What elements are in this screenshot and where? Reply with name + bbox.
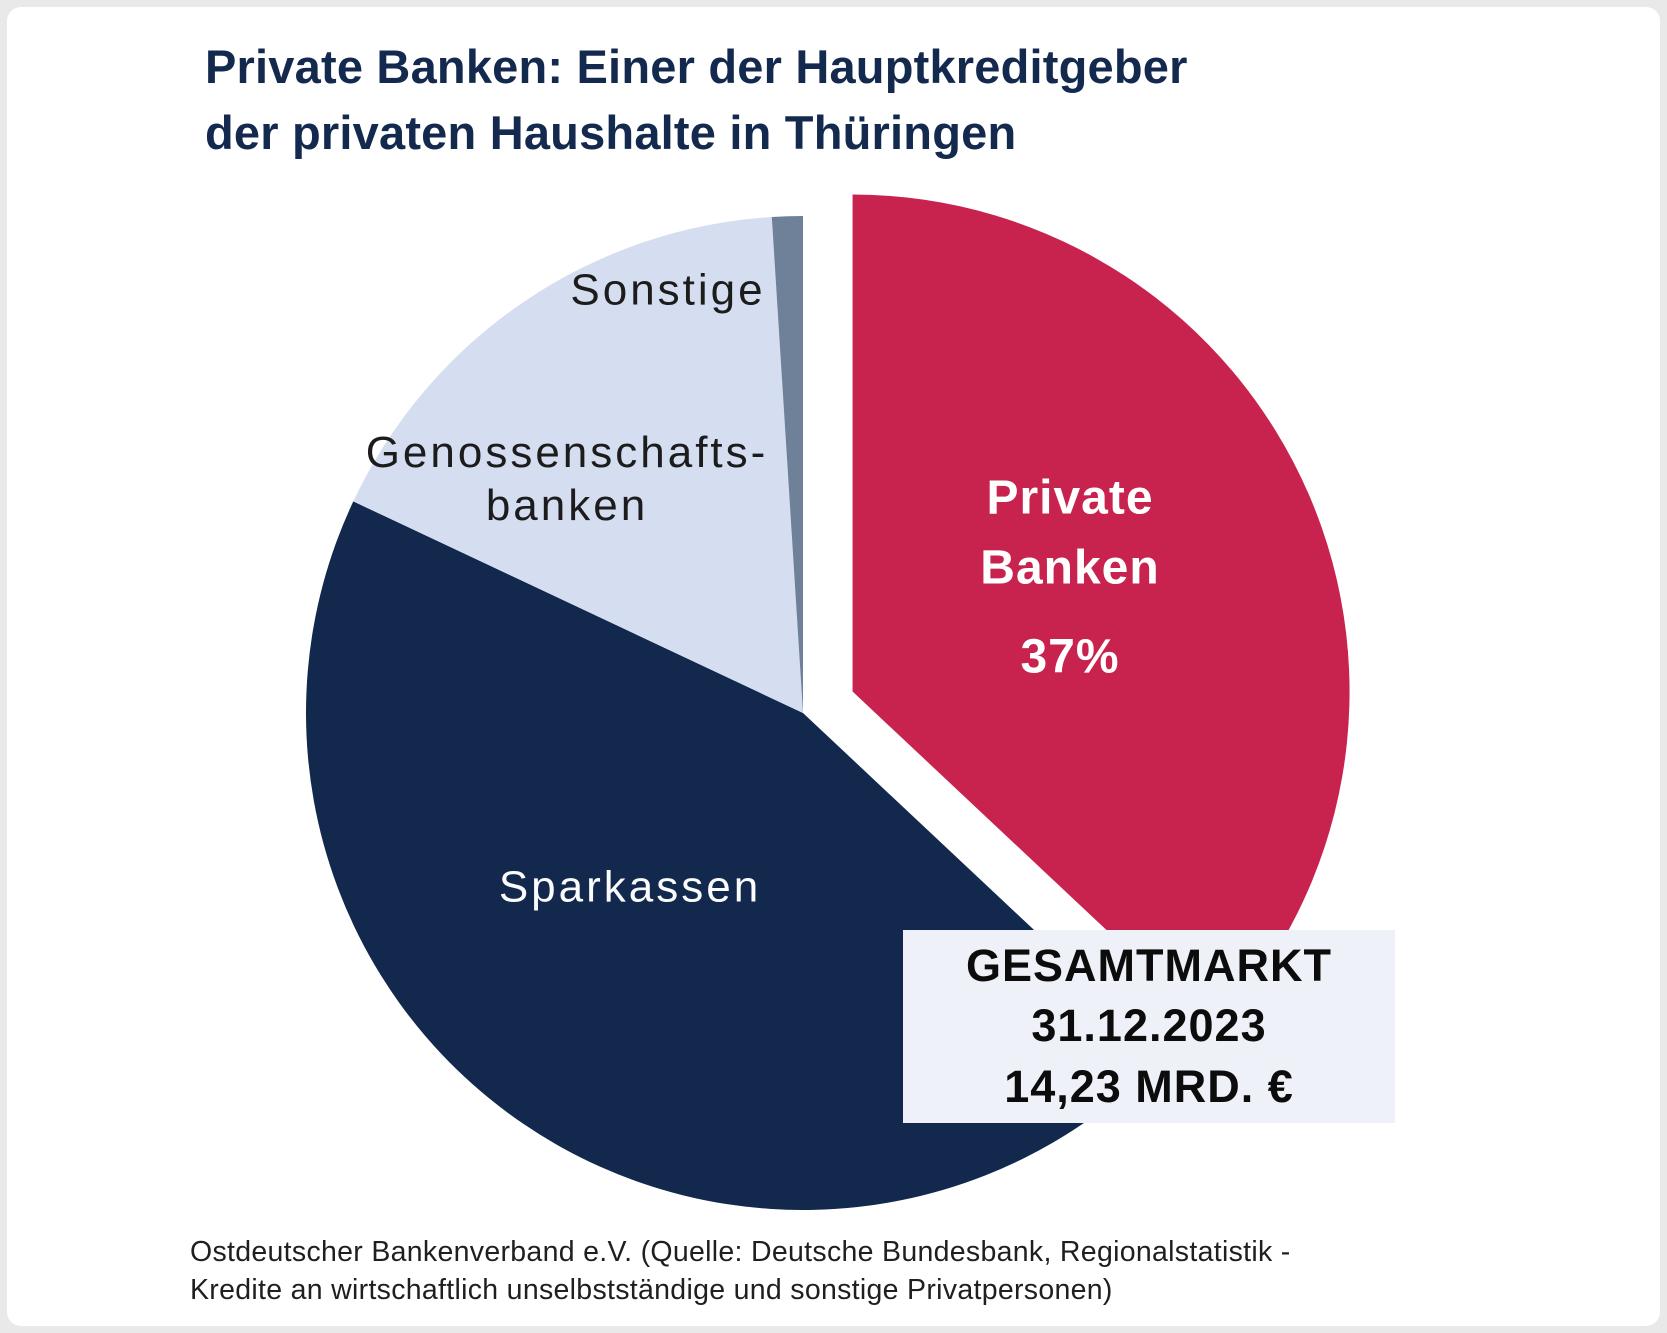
slice-label-sonstige: Sonstige xyxy=(570,265,766,315)
source-note: Ostdeutscher Bankenverband e.V. (Quelle:… xyxy=(190,1234,1440,1310)
slice-label-sparkassen: Sparkassen xyxy=(498,862,762,912)
pie-slice-sonstige xyxy=(771,216,803,713)
source-note-line2: Kredite an wirtschaftlich unselbstständi… xyxy=(190,1273,1113,1306)
total-market-date: 31.12.2023 xyxy=(1031,1000,1267,1052)
pie-slice-genossenschaftsbanken xyxy=(353,216,803,713)
total-market-callout: GESAMTMARKT 31.12.2023 14,23 MRD. € xyxy=(903,930,1395,1123)
source-note-line1: Ostdeutscher Bankenverband e.V. (Quelle:… xyxy=(190,1236,1291,1268)
slice-label-private-line2: Banken xyxy=(980,541,1160,595)
slice-label-genossenschaftsbanken: Genossenschafts- banken xyxy=(366,427,769,533)
pie-slice-private-banken xyxy=(852,194,1350,1032)
slice-label-private-banken: Private Banken 37% xyxy=(980,464,1159,693)
slice-label-genossenschaftsbanken-line1: Genossenschafts- xyxy=(365,428,769,478)
slice-label-private-line1: Private xyxy=(986,471,1154,525)
page-title: Private Banken: Einer der Hauptkreditgeb… xyxy=(205,34,1188,166)
title-line-1: Private Banken: Einer der Hauptkreditgeb… xyxy=(205,40,1188,93)
total-market-title: GESAMTMARKT xyxy=(966,940,1332,992)
title-line-2: der privaten Haushalte in Thüringen xyxy=(205,105,1017,159)
total-market-value: 14,23 MRD. € xyxy=(1004,1060,1294,1112)
slice-label-genossenschaftsbanken-line2: banken xyxy=(485,481,649,530)
slice-value-private-banken: 37% xyxy=(1020,630,1120,684)
